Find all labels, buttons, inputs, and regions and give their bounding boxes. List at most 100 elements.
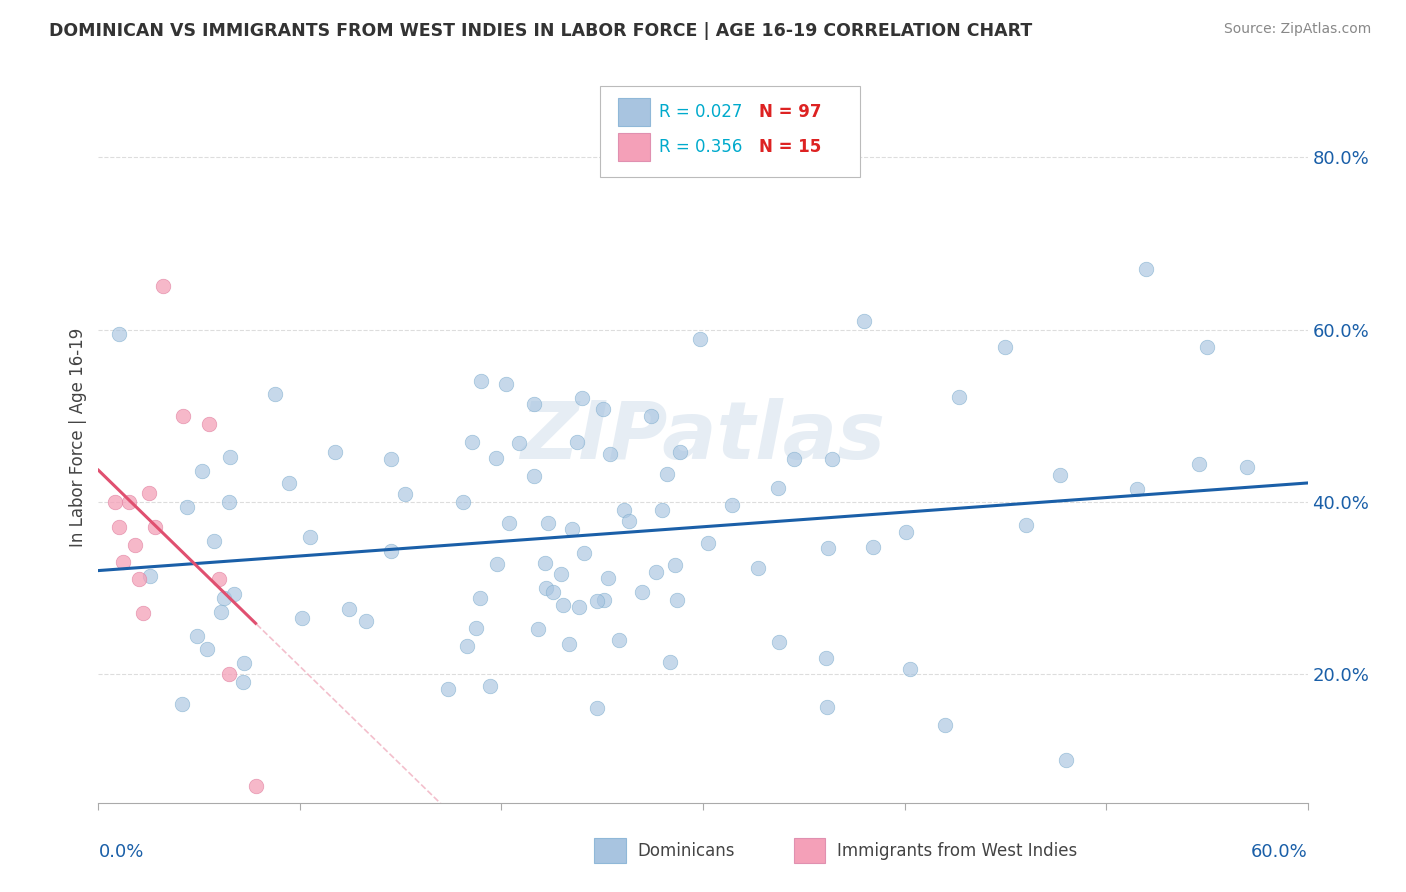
- FancyBboxPatch shape: [595, 838, 626, 863]
- Point: [107, 520, 129, 534]
- Point: [1135, 262, 1157, 277]
- Point: [565, 434, 588, 449]
- Point: [508, 435, 530, 450]
- Point: [630, 584, 652, 599]
- Text: 60.0%: 60.0%: [1251, 843, 1308, 861]
- Point: [218, 495, 240, 509]
- Point: [451, 495, 474, 509]
- Point: [437, 681, 460, 696]
- Point: [186, 629, 208, 643]
- Text: R = 0.027: R = 0.027: [659, 103, 742, 121]
- Point: [128, 572, 150, 586]
- Point: [354, 614, 377, 628]
- Point: [456, 639, 478, 653]
- Point: [219, 450, 242, 465]
- Point: [585, 593, 607, 607]
- Point: [651, 503, 673, 517]
- Point: [218, 666, 240, 681]
- Point: [568, 600, 591, 615]
- Point: [523, 397, 546, 411]
- Point: [934, 718, 956, 732]
- Point: [461, 434, 484, 449]
- Point: [339, 601, 361, 615]
- Point: [170, 697, 193, 711]
- Point: [768, 634, 790, 648]
- Point: [558, 637, 581, 651]
- Point: [197, 641, 219, 656]
- Point: [607, 632, 630, 647]
- Point: [264, 386, 287, 401]
- Point: [862, 540, 884, 554]
- Point: [103, 494, 125, 508]
- FancyBboxPatch shape: [619, 98, 650, 126]
- Point: [527, 622, 550, 636]
- Point: [464, 621, 486, 635]
- Point: [640, 409, 662, 424]
- Point: [468, 591, 491, 605]
- Point: [534, 581, 557, 595]
- Point: [658, 655, 681, 669]
- Point: [596, 571, 619, 585]
- Point: [766, 481, 789, 495]
- Point: [720, 499, 742, 513]
- Point: [245, 779, 267, 793]
- Point: [815, 651, 838, 665]
- Point: [1236, 460, 1258, 475]
- Point: [1195, 340, 1218, 354]
- Point: [124, 538, 146, 552]
- Point: [541, 585, 564, 599]
- Text: 0.0%: 0.0%: [98, 843, 143, 861]
- Text: ZIPatlas: ZIPatlas: [520, 398, 886, 476]
- Point: [994, 340, 1017, 354]
- Point: [586, 700, 609, 714]
- Point: [1187, 457, 1209, 471]
- Point: [485, 450, 508, 465]
- Point: [669, 445, 692, 459]
- Point: [782, 451, 804, 466]
- Point: [498, 516, 520, 530]
- Point: [817, 541, 839, 556]
- Text: N = 97: N = 97: [759, 103, 821, 121]
- Point: [689, 332, 711, 346]
- Point: [108, 327, 131, 342]
- Point: [523, 469, 546, 483]
- Point: [665, 592, 688, 607]
- Point: [212, 591, 235, 605]
- Y-axis label: In Labor Force | Age 16-19: In Labor Force | Age 16-19: [69, 327, 87, 547]
- Point: [232, 675, 254, 690]
- Point: [394, 487, 416, 501]
- Point: [470, 374, 492, 388]
- Text: R = 0.356: R = 0.356: [659, 137, 742, 156]
- Point: [495, 377, 517, 392]
- Point: [599, 447, 621, 461]
- Point: [534, 556, 557, 570]
- Point: [853, 314, 876, 328]
- Point: [613, 502, 636, 516]
- Point: [118, 494, 141, 508]
- Point: [143, 520, 166, 534]
- Point: [592, 402, 614, 417]
- Point: [572, 546, 595, 560]
- Point: [209, 605, 232, 619]
- Point: [815, 699, 838, 714]
- Point: [380, 451, 402, 466]
- FancyBboxPatch shape: [600, 86, 860, 178]
- Point: [222, 587, 245, 601]
- Point: [139, 568, 162, 582]
- Point: [561, 522, 583, 536]
- Point: [894, 524, 917, 539]
- Point: [948, 390, 970, 404]
- Point: [138, 486, 160, 500]
- Text: Dominicans: Dominicans: [638, 842, 735, 860]
- Point: [645, 565, 668, 579]
- Text: Source: ZipAtlas.com: Source: ZipAtlas.com: [1223, 22, 1371, 37]
- Point: [325, 445, 347, 459]
- Point: [617, 514, 640, 528]
- Point: [657, 467, 679, 481]
- Text: DOMINICAN VS IMMIGRANTS FROM WEST INDIES IN LABOR FORCE | AGE 16-19 CORRELATION : DOMINICAN VS IMMIGRANTS FROM WEST INDIES…: [49, 22, 1032, 40]
- FancyBboxPatch shape: [793, 838, 825, 863]
- Point: [152, 279, 174, 293]
- Point: [202, 534, 225, 549]
- Point: [747, 560, 769, 574]
- Point: [479, 679, 502, 693]
